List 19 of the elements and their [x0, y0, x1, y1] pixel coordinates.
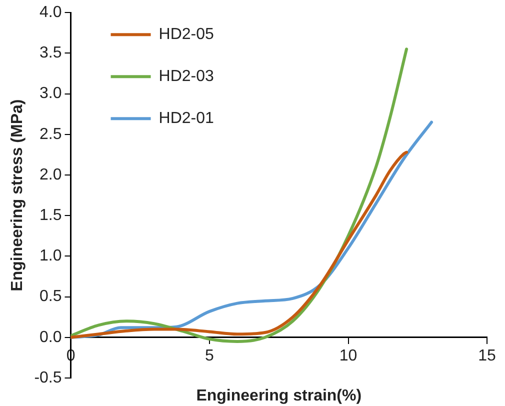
- y-axis-title: Engineering stress (MPa): [9, 99, 26, 292]
- legend-label: HD2-05: [158, 26, 214, 44]
- y-tick-label: 1.0: [40, 248, 62, 265]
- y-tick-label: -0.5: [34, 369, 62, 386]
- x-tick-label: 10: [339, 347, 358, 364]
- legend-label: HD2-03: [158, 68, 214, 86]
- y-tick-label: 3.0: [40, 85, 62, 102]
- line-series: [70, 150, 408, 339]
- x-tick-label: 15: [478, 347, 496, 364]
- x-axis-title: Engineering strain(%): [196, 387, 362, 404]
- y-tick-label: 3.5: [40, 44, 62, 62]
- y-tick-label: 4.0: [40, 4, 62, 22]
- y-tick-label: 0.5: [40, 288, 62, 306]
- y-tick-label: 0.0: [40, 328, 62, 346]
- y-tick-label: 2.5: [40, 126, 62, 143]
- legend-label: HD2-01: [158, 110, 214, 128]
- x-tick-label: 5: [205, 347, 214, 364]
- y-tick-label: 2.0: [40, 166, 62, 184]
- y-tick-label: 1.5: [40, 207, 62, 224]
